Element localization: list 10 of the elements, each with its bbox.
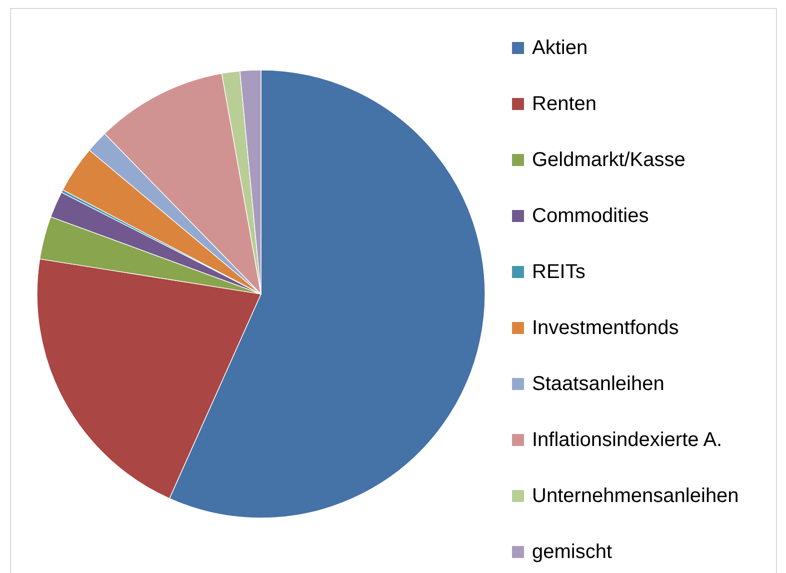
legend-label: gemischt	[532, 541, 612, 563]
legend-label: Aktien	[532, 37, 588, 59]
legend-label: Inflationsindexierte A.	[532, 429, 722, 451]
legend-label: Geldmarkt/Kasse	[532, 149, 686, 171]
legend-label: Staatsanleihen	[532, 373, 664, 395]
legend-label: Investmentfonds	[532, 317, 679, 339]
legend-label: Renten	[532, 93, 596, 115]
legend-label: Commodities	[532, 205, 649, 227]
legend-label: REITs	[532, 261, 586, 283]
legend-label: Unternehmensanleihen	[532, 485, 739, 507]
